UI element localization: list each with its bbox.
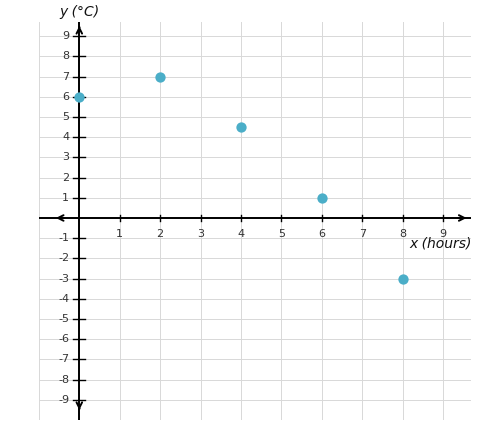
Text: 5: 5 [62, 112, 69, 122]
Text: 7: 7 [62, 72, 69, 82]
Point [399, 275, 407, 282]
Text: 9: 9 [439, 229, 447, 239]
Text: 1: 1 [62, 193, 69, 203]
Text: 6: 6 [318, 229, 325, 239]
Point [75, 93, 83, 100]
Text: y (°C): y (°C) [59, 5, 99, 19]
Text: 2: 2 [156, 229, 164, 239]
Text: 8: 8 [399, 229, 406, 239]
Text: x (hours): x (hours) [409, 236, 471, 250]
Text: 5: 5 [278, 229, 285, 239]
Text: -3: -3 [58, 274, 69, 284]
Text: 4: 4 [62, 132, 69, 142]
Text: -5: -5 [58, 314, 69, 324]
Text: -9: -9 [58, 395, 69, 405]
Text: 3: 3 [62, 152, 69, 162]
Point [156, 73, 164, 80]
Point [237, 124, 245, 131]
Text: -6: -6 [58, 334, 69, 344]
Text: -8: -8 [58, 374, 69, 385]
Text: -4: -4 [58, 294, 69, 304]
Text: 8: 8 [62, 51, 69, 61]
Text: 6: 6 [62, 92, 69, 102]
Text: 1: 1 [116, 229, 123, 239]
Text: 2: 2 [62, 172, 69, 183]
Text: -7: -7 [58, 354, 69, 364]
Text: 4: 4 [238, 229, 244, 239]
Text: 9: 9 [62, 31, 69, 41]
Point [318, 194, 326, 201]
Text: -1: -1 [58, 233, 69, 243]
Text: 7: 7 [359, 229, 366, 239]
Text: 3: 3 [197, 229, 204, 239]
Text: -2: -2 [58, 253, 69, 263]
